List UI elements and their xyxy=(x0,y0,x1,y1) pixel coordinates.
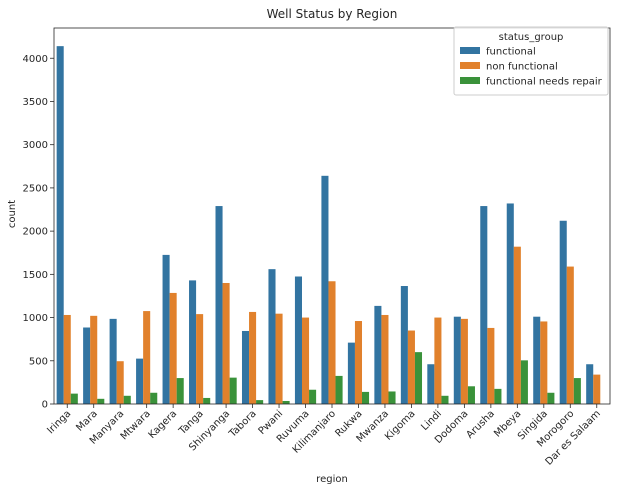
legend-items: functional non functional functional needs… xyxy=(460,47,603,88)
bar xyxy=(282,400,290,404)
y-tick-label: 0 xyxy=(42,400,48,411)
bar xyxy=(533,316,541,404)
bar xyxy=(256,400,264,404)
legend-swatch xyxy=(460,47,480,54)
bar xyxy=(480,206,488,404)
bar xyxy=(229,377,237,404)
bar xyxy=(559,220,567,404)
bar xyxy=(309,389,317,404)
bar xyxy=(441,395,449,404)
bar xyxy=(586,364,594,404)
bar xyxy=(268,269,276,404)
y-tick-label: 3500 xyxy=(23,97,48,108)
bar xyxy=(414,352,423,404)
bar xyxy=(222,282,230,404)
bar xyxy=(400,286,408,404)
bar xyxy=(362,391,370,404)
bar xyxy=(301,317,310,404)
bar xyxy=(374,305,382,404)
x-tick-label: Lindi xyxy=(419,408,444,433)
bar xyxy=(427,364,435,404)
y-axis-label: count xyxy=(7,200,18,228)
bar xyxy=(241,330,250,404)
y-tick-label: 1000 xyxy=(23,313,48,324)
bars-group xyxy=(56,46,601,404)
y-tick-label: 1500 xyxy=(23,270,48,281)
bar xyxy=(275,313,283,404)
bar xyxy=(321,175,329,404)
bar xyxy=(294,276,302,404)
bar xyxy=(203,397,211,404)
bar xyxy=(335,375,343,404)
x-axis-label: region xyxy=(316,474,348,485)
bar xyxy=(189,280,197,404)
bar xyxy=(196,314,204,404)
legend-label: functional xyxy=(486,47,536,58)
bar xyxy=(123,395,131,404)
bar xyxy=(150,392,158,404)
legend-box xyxy=(453,26,609,96)
bar xyxy=(109,318,117,404)
bar xyxy=(347,342,355,404)
legend-title: status_group xyxy=(499,32,564,43)
x-tick-label: Mtwara xyxy=(119,408,153,442)
legend-swatch xyxy=(460,77,480,84)
bar xyxy=(573,378,581,404)
bar xyxy=(566,266,574,404)
bar xyxy=(593,374,601,404)
bar xyxy=(63,314,71,404)
legend-label: functional needs repair xyxy=(486,77,603,88)
bar xyxy=(328,281,336,404)
x-tick-label: Kagera xyxy=(147,408,180,441)
plot-frame xyxy=(53,27,611,405)
bar xyxy=(162,254,170,404)
bar xyxy=(381,314,389,404)
bar xyxy=(460,318,468,404)
bar xyxy=(215,206,223,404)
bar xyxy=(143,311,151,404)
legend-swatch xyxy=(460,62,480,69)
y-tick-label: 3000 xyxy=(23,140,48,151)
bar xyxy=(467,386,475,404)
y-axis-ticks: 0 500 1000 1500 2000 2500 3000 3500 4000 xyxy=(23,54,54,411)
legend-label: non functional xyxy=(486,62,558,73)
bar xyxy=(513,246,521,404)
bar xyxy=(169,292,177,404)
bar xyxy=(434,317,442,404)
bar xyxy=(136,358,144,404)
bar xyxy=(540,321,548,404)
x-tick-label: Arusha xyxy=(464,408,497,441)
axes-frame xyxy=(53,27,611,405)
bar xyxy=(249,311,257,404)
bar xyxy=(388,391,396,404)
bar xyxy=(547,392,555,404)
bar xyxy=(453,316,461,404)
x-tick-label: Iringa xyxy=(45,408,73,436)
y-tick-label: 2000 xyxy=(23,227,48,238)
bar xyxy=(520,360,528,404)
bar xyxy=(494,388,502,404)
bar xyxy=(506,203,514,404)
x-axis-ticks: Iringa MaraManyaraMtwaraKageraTangaShinya… xyxy=(45,404,603,468)
x-tick-label: Tabora xyxy=(227,408,259,440)
bar xyxy=(354,321,363,404)
chart-title: Well Status by Region xyxy=(267,7,398,21)
bar xyxy=(176,378,184,404)
bar xyxy=(83,327,91,404)
y-tick-label: 500 xyxy=(29,356,48,367)
bar xyxy=(90,315,98,404)
y-tick-label: 2500 xyxy=(23,183,48,194)
bar xyxy=(116,361,124,404)
bar xyxy=(487,327,495,404)
bar xyxy=(97,398,105,404)
bar xyxy=(70,393,78,404)
y-tick-label: 4000 xyxy=(23,54,48,65)
bar xyxy=(56,46,64,404)
bar xyxy=(407,330,415,404)
